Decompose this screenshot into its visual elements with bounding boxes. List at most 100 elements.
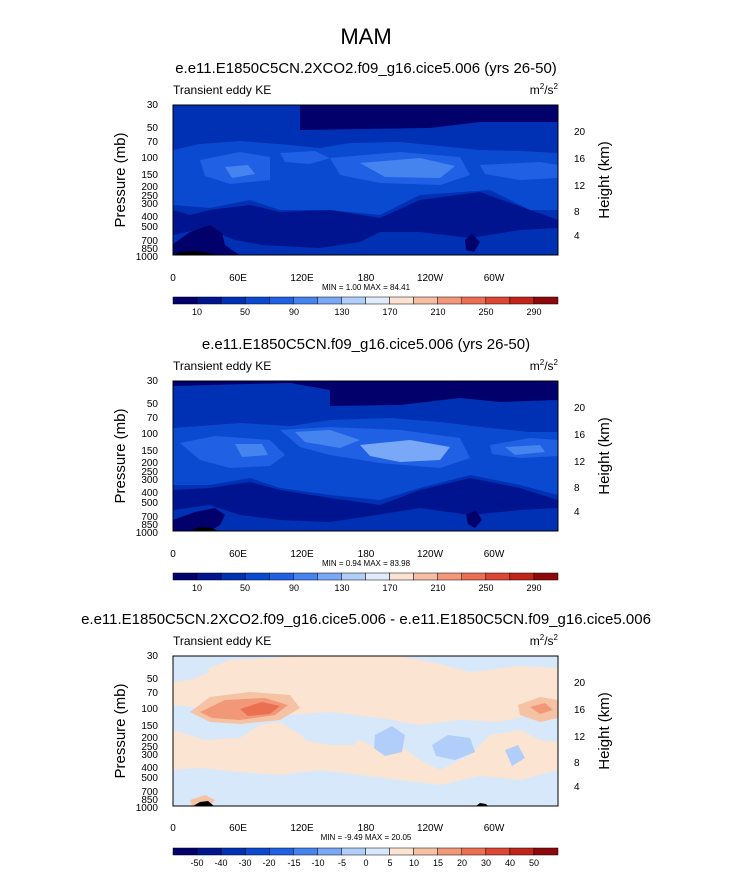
y-tick-label: 200	[141, 182, 158, 193]
field-contour-negative-west	[173, 660, 210, 682]
x-tick-label: 180	[358, 273, 375, 284]
x-tick-label: 120E	[290, 549, 314, 560]
field-contour-lower	[173, 505, 558, 531]
page-title: MAM	[340, 24, 391, 49]
y-tick-label: 300	[141, 475, 158, 486]
height-tick-label: 8	[574, 483, 580, 494]
field-contour-lower	[173, 228, 558, 255]
colorbar-box	[533, 296, 559, 305]
colorbar-label: -10	[311, 858, 324, 868]
x-tick-label: 180	[358, 823, 375, 834]
field-contour-negative-south	[173, 782, 558, 806]
colorbar-box	[293, 296, 318, 305]
colorbar-box	[509, 847, 535, 856]
topography	[190, 527, 218, 531]
colorbar-label: 50	[529, 858, 539, 868]
y-tick-label: 850	[141, 520, 158, 531]
y-tick-label: 400	[141, 763, 158, 774]
colorbar-box	[196, 572, 222, 581]
colorbar-label: 50	[240, 307, 250, 317]
colorbar-label: 250	[478, 583, 493, 593]
x-tick-label: 0	[170, 823, 176, 834]
x-tick-label: 60W	[484, 273, 505, 284]
y-tick-label: 300	[141, 750, 158, 761]
colorbar-box	[172, 572, 198, 581]
colorbar-box	[341, 296, 366, 305]
colorbar-box	[365, 572, 390, 581]
topography	[173, 251, 215, 255]
y-tick-label: 500	[141, 222, 158, 233]
x-tick-label: 60W	[484, 823, 505, 834]
panel-1-variable: Transient eddy KE	[173, 83, 271, 97]
colorbar-label: 130	[334, 583, 349, 593]
panel-2: e.e11.E1850C5CN.f09_g16.cice5.006 (yrs 2…	[112, 336, 613, 593]
panel-3: e.e11.E1850C5CN.2XCO2.f09_g16.cice5.006 …	[81, 611, 651, 868]
y-tick-label: 400	[141, 488, 158, 499]
colorbar-label: -5	[338, 858, 346, 868]
field-contour-positive-mid	[173, 722, 558, 785]
colorbar-box	[413, 296, 438, 305]
x-tick-label: 0	[170, 273, 176, 284]
colorbar-box	[509, 572, 535, 581]
field-contour-surface-east	[465, 234, 480, 252]
colorbar-label: 10	[409, 858, 419, 868]
colorbar-box	[220, 296, 246, 305]
colorbar-box	[317, 572, 342, 581]
y-tick-label: 100	[141, 153, 158, 164]
y-tick-label: 100	[141, 429, 158, 440]
panel-2-units: m2/s2	[530, 358, 559, 373]
colorbar-box	[172, 296, 198, 305]
colorbar-label: -50	[190, 858, 203, 868]
field-contour-top	[173, 105, 558, 130]
colorbar-label: 290	[526, 307, 541, 317]
colorbar-label: 50	[240, 583, 250, 593]
field-contour-top	[173, 381, 558, 406]
field-contour-core-far-east	[480, 162, 558, 180]
field-contour-jet-increase-core	[240, 702, 280, 716]
colorbar-box	[293, 572, 318, 581]
y-axis-label-right: Height (km)	[596, 692, 613, 770]
colorbar-box	[485, 296, 511, 305]
colorbar-label: 250	[478, 307, 493, 317]
colorbar-box	[461, 572, 487, 581]
colorbar-label: 20	[457, 858, 467, 868]
height-tick-label: 8	[574, 207, 580, 218]
colorbar-box	[389, 296, 414, 305]
colorbar-label: 10	[192, 583, 202, 593]
x-tick-label: 180	[358, 549, 375, 560]
y-tick-label: 400	[141, 212, 158, 223]
field-contour-core-west-inner	[235, 444, 268, 457]
colorbar-3	[172, 847, 559, 856]
y-tick-label: 100	[141, 704, 158, 715]
field-contour-surface	[173, 508, 225, 531]
x-tick-label: 120E	[290, 273, 314, 284]
height-tick-label: 4	[574, 782, 580, 793]
height-tick-label: 20	[574, 127, 586, 138]
colorbar-label: -40	[214, 858, 227, 868]
colorbar-box	[341, 572, 366, 581]
colorbar-box	[220, 847, 246, 856]
height-tick-label: 20	[574, 403, 586, 414]
panel-3-variable: Transient eddy KE	[173, 634, 271, 648]
x-tick-label: 120E	[290, 823, 314, 834]
field-contour-surface-east	[466, 510, 482, 528]
colorbar-label: 30	[481, 858, 491, 868]
height-tick-label: 4	[574, 231, 580, 242]
colorbar-label: 40	[505, 858, 515, 868]
colorbar-box	[461, 847, 487, 856]
colorbar-box	[533, 572, 559, 581]
height-tick-label: 16	[574, 430, 586, 441]
field-contour-core-mid	[280, 151, 330, 164]
y-tick-label: 30	[147, 100, 159, 111]
y-tick-label: 150	[141, 721, 158, 732]
field-contour-jet-increase-east-core	[530, 703, 553, 714]
colorbar-box	[196, 296, 222, 305]
y-axis-label-right: Height (km)	[596, 141, 613, 219]
colorbar-box	[413, 572, 438, 581]
y-tick-label: 150	[141, 170, 158, 181]
colorbar-box	[461, 296, 487, 305]
colorbar-box	[533, 847, 559, 856]
colorbar-box	[413, 847, 438, 856]
colorbar-box	[244, 847, 270, 856]
colorbar-box	[317, 847, 342, 856]
